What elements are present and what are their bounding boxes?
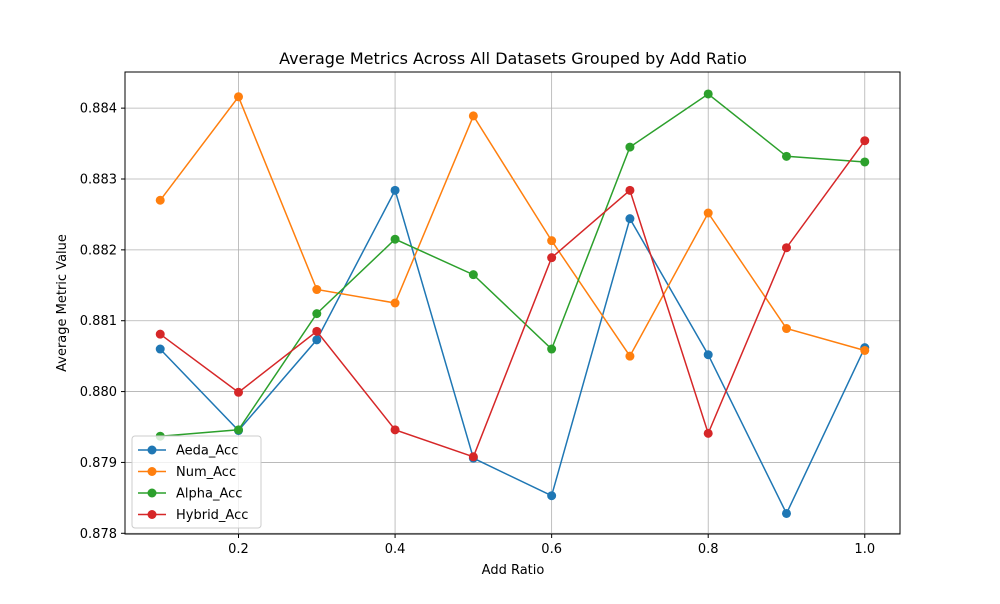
data-point-hybrid-acc	[312, 326, 322, 336]
y-tick-label: 0.881	[80, 314, 117, 329]
x-tick-label: 0.2	[228, 542, 249, 557]
data-point-aeda-acc	[703, 350, 713, 360]
data-point-alpha-acc	[312, 309, 322, 319]
data-point-hybrid-acc	[547, 253, 557, 263]
data-point-alpha-acc	[234, 425, 244, 435]
y-tick-label: 0.880	[80, 385, 117, 400]
data-point-hybrid-acc	[781, 243, 791, 253]
series-alpha-acc	[155, 89, 870, 441]
plot-frame	[124, 71, 901, 535]
legend-marker	[147, 467, 157, 476]
data-point-num-acc	[860, 345, 870, 355]
y-tick-label: 0.884	[80, 102, 117, 117]
x-tick-label: 1.0	[854, 542, 875, 557]
x-axis-label: Add Ratio	[482, 563, 545, 578]
data-point-hybrid-acc	[155, 329, 165, 339]
data-point-hybrid-acc	[860, 136, 870, 146]
data-point-num-acc	[390, 298, 400, 308]
series-hybrid-acc	[155, 136, 870, 462]
data-point-hybrid-acc	[625, 185, 635, 195]
data-point-num-acc	[703, 208, 713, 218]
data-point-aeda-acc	[625, 214, 635, 224]
series-line-hybrid-acc	[159, 140, 866, 458]
data-point-aeda-acc	[390, 185, 400, 195]
legend-label: Num_Acc	[176, 465, 236, 480]
y-tick-label: 0.883	[80, 172, 117, 187]
x-tick-label: 0.4	[385, 542, 406, 557]
series-num-acc	[155, 92, 870, 361]
legend-label: Alpha_Acc	[176, 487, 242, 502]
legend-marker	[147, 445, 157, 455]
data-point-hybrid-acc	[703, 428, 713, 438]
legend-box	[131, 435, 262, 529]
data-point-hybrid-acc	[390, 425, 400, 435]
legend: Aeda_Acc Num_Acc Alpha_Acc Hybrid_Acc	[131, 435, 262, 529]
legend-marker	[147, 488, 157, 498]
data-point-alpha-acc	[781, 151, 791, 161]
data-point-num-acc	[625, 351, 635, 361]
y-axis-label: Average Metric Value	[55, 234, 70, 372]
data-point-alpha-acc	[547, 344, 557, 354]
series-line-num-acc	[159, 95, 866, 358]
y-tick-label: 0.882	[80, 243, 117, 258]
legend-label: Hybrid_Acc	[176, 508, 248, 523]
x-tick-label: 0.8	[698, 542, 719, 557]
data-point-aeda-acc	[781, 508, 791, 518]
legend-label: Aeda_Acc	[176, 444, 238, 459]
legend-item-aeda-acc: Aeda_Acc	[138, 444, 238, 459]
legend-item-alpha-acc: Alpha_Acc	[138, 487, 242, 502]
data-point-num-acc	[468, 111, 478, 121]
legend-marker	[147, 510, 157, 519]
series-layer	[155, 89, 870, 518]
data-point-alpha-acc	[625, 142, 635, 152]
data-point-hybrid-acc	[468, 452, 478, 462]
data-point-num-acc	[781, 324, 791, 334]
ticks: 0.2 0.4 0.6 0.8 1.0 0.878 0.879 0.880 0.881 0.882…	[80, 102, 875, 557]
data-point-alpha-acc	[468, 270, 478, 280]
data-point-hybrid-acc	[234, 387, 244, 397]
data-point-num-acc	[234, 92, 244, 102]
data-point-alpha-acc	[390, 234, 400, 244]
y-tick-label: 0.878	[80, 527, 117, 542]
legend-item-num-acc: Num_Acc	[138, 465, 236, 480]
data-point-num-acc	[312, 285, 322, 295]
x-tick-label: 0.6	[541, 542, 562, 557]
data-point-num-acc	[547, 236, 557, 246]
data-point-aeda-acc	[547, 491, 557, 501]
legend-item-hybrid-acc: Hybrid_Acc	[138, 508, 248, 523]
series-line-aeda-acc	[159, 188, 866, 516]
chart-title: Average Metrics Across All Datasets Grou…	[279, 49, 747, 68]
data-point-aeda-acc	[312, 335, 322, 345]
data-point-num-acc	[155, 195, 165, 205]
data-point-aeda-acc	[155, 344, 165, 354]
y-tick-label: 0.879	[80, 456, 117, 471]
data-point-alpha-acc	[860, 157, 870, 167]
series-line-alpha-acc	[160, 93, 865, 437]
data-point-alpha-acc	[703, 89, 713, 99]
